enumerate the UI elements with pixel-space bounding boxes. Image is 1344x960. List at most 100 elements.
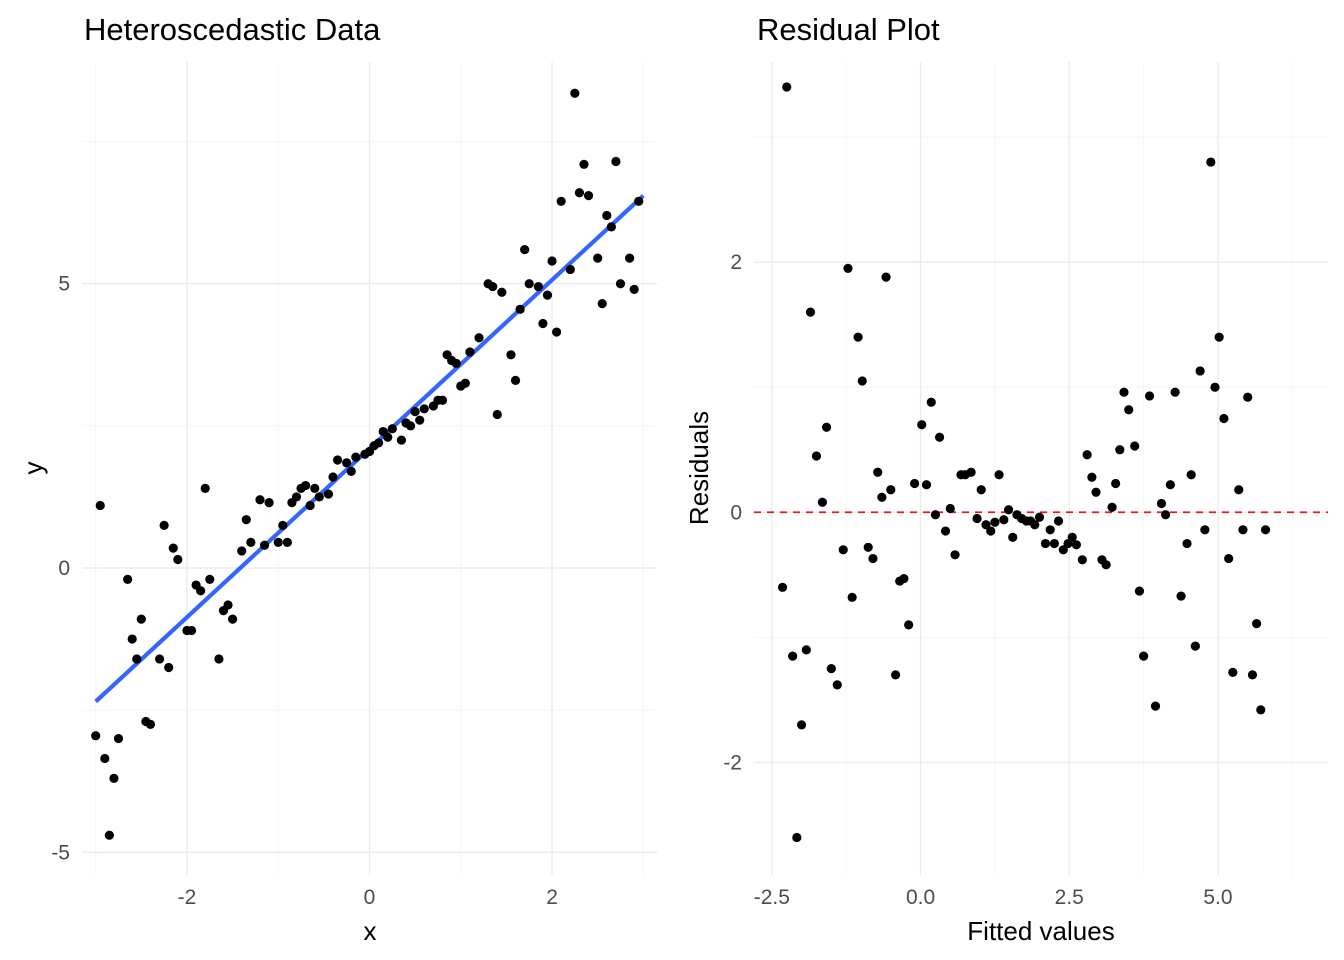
data-point xyxy=(100,753,110,764)
data-point xyxy=(838,545,848,555)
data-point xyxy=(95,500,105,511)
right-y-axis-title: Residuals xyxy=(684,411,714,525)
data-point xyxy=(611,156,621,167)
data-point xyxy=(1045,525,1055,535)
data-point xyxy=(1260,525,1271,535)
data-point xyxy=(801,645,811,655)
data-point xyxy=(132,654,142,664)
left-x-axis-title: x xyxy=(364,916,377,946)
data-point xyxy=(1150,701,1161,711)
data-point xyxy=(570,88,580,98)
data-point xyxy=(863,542,873,552)
data-point xyxy=(1111,478,1121,489)
left-chart-title: Heteroscedastic Data xyxy=(84,12,381,47)
data-point xyxy=(383,432,393,442)
x-tick-label: 2 xyxy=(546,886,558,909)
data-point xyxy=(542,290,553,300)
data-point xyxy=(1144,391,1155,401)
data-point xyxy=(805,307,816,317)
data-point xyxy=(817,497,828,507)
data-point xyxy=(314,492,324,502)
data-point xyxy=(921,480,932,490)
right-x-axis-title: Fitted values xyxy=(967,916,1114,946)
data-point xyxy=(186,625,197,636)
data-point xyxy=(1040,538,1051,549)
data-point xyxy=(1130,441,1140,451)
data-point xyxy=(91,731,101,741)
data-point xyxy=(323,489,334,499)
left-y-tick-labels: -5 0 5 xyxy=(51,273,70,865)
data-point xyxy=(282,537,292,548)
data-point xyxy=(976,485,986,495)
data-point xyxy=(886,485,896,495)
data-point xyxy=(538,318,548,329)
data-point xyxy=(972,513,982,524)
data-point xyxy=(1067,532,1077,542)
right-panel: Residual Plot -2.5 0.0 2.5 5.0 -2 0 2 Fitted … xyxy=(684,12,1328,946)
data-point xyxy=(999,515,1009,525)
data-point xyxy=(246,537,256,548)
data-point xyxy=(205,574,215,584)
data-point xyxy=(1077,555,1087,565)
left-panel: Heteroscedastic Data -2 0 2 -5 0 5 x y xyxy=(18,12,657,946)
data-point xyxy=(826,664,836,674)
data-point xyxy=(1247,670,1258,680)
data-point xyxy=(305,500,315,511)
data-point xyxy=(136,614,146,624)
data-point xyxy=(415,415,425,425)
data-point xyxy=(853,332,863,342)
data-point xyxy=(173,554,183,565)
data-point xyxy=(342,458,352,468)
data-point xyxy=(1119,387,1129,397)
y-tick-label: 0 xyxy=(58,557,70,580)
data-point xyxy=(832,680,842,690)
data-point xyxy=(524,279,534,289)
data-point xyxy=(278,520,288,530)
data-point xyxy=(1210,382,1220,392)
data-point xyxy=(1107,502,1117,512)
data-point xyxy=(196,586,206,596)
data-point xyxy=(990,517,1000,527)
data-point xyxy=(1186,470,1196,480)
right-x-tick-labels: -2.5 0.0 2.5 5.0 xyxy=(754,886,1233,909)
right-chart-title: Residual Plot xyxy=(757,12,940,47)
data-point xyxy=(328,472,338,482)
data-point xyxy=(552,327,562,337)
data-point xyxy=(1071,540,1081,550)
x-tick-label: -2 xyxy=(178,886,197,909)
data-point xyxy=(602,210,612,221)
data-point xyxy=(1228,667,1238,677)
data-point xyxy=(214,654,224,664)
data-point xyxy=(109,773,119,783)
data-point xyxy=(583,191,594,201)
data-point xyxy=(1195,366,1205,376)
data-point xyxy=(868,553,878,564)
data-point xyxy=(634,196,644,206)
data-point xyxy=(890,670,901,680)
data-point xyxy=(788,651,798,661)
data-point xyxy=(1224,553,1234,564)
data-point xyxy=(629,284,639,295)
data-point xyxy=(796,720,807,730)
right-data-points xyxy=(777,82,1271,843)
data-point xyxy=(1087,472,1097,482)
data-point xyxy=(1156,498,1167,509)
data-point xyxy=(966,467,976,477)
data-point xyxy=(873,467,883,477)
x-tick-label: 0.0 xyxy=(906,886,935,909)
data-point xyxy=(1091,487,1101,497)
data-point xyxy=(164,662,174,673)
data-point xyxy=(1182,538,1192,549)
data-point xyxy=(881,272,891,282)
data-point xyxy=(777,582,788,592)
data-point xyxy=(1165,480,1175,490)
data-point xyxy=(223,600,233,610)
data-point xyxy=(273,537,283,548)
data-point xyxy=(168,543,178,553)
data-point xyxy=(374,438,384,448)
right-plot-grid xyxy=(754,62,1328,875)
data-point xyxy=(994,470,1004,480)
x-tick-label: 0 xyxy=(364,886,376,909)
data-point xyxy=(1053,516,1064,526)
data-point xyxy=(332,455,343,465)
